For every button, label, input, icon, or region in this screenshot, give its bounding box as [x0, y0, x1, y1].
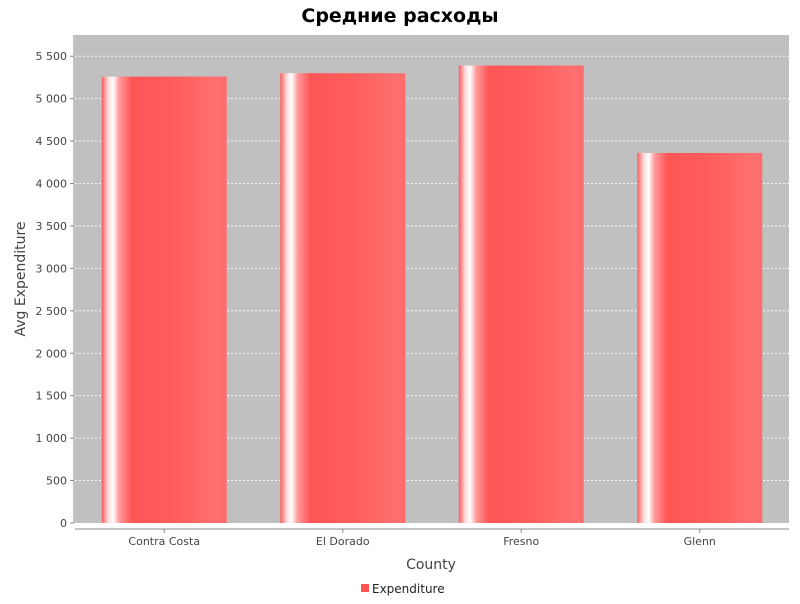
y-tick-label: 5 500	[36, 50, 68, 63]
y-tick-label: 2 500	[36, 305, 68, 318]
legend-label: Expenditure	[372, 582, 445, 596]
y-tick-label: 5 000	[36, 93, 68, 106]
y-tick-label: 0	[60, 517, 67, 530]
y-tick-label: 3 500	[36, 220, 68, 233]
x-tick-label: El Dorado	[316, 535, 370, 548]
x-axis-title: County	[406, 557, 456, 573]
y-tick-label: 1 000	[36, 432, 68, 445]
y-axis-title: Avg Expenditure	[13, 221, 29, 336]
chart-title: Средние расходы	[301, 5, 498, 27]
legend: Expenditure	[361, 582, 445, 596]
x-tick-label: Fresno	[503, 535, 539, 548]
y-tick-label: 4 000	[36, 178, 68, 191]
y-tick-label: 3 000	[36, 262, 68, 275]
y-tick-label: 2 000	[36, 347, 68, 360]
legend-swatch	[361, 584, 369, 592]
x-axis-ticks: Contra Costa El Dorado Fresno Glenn	[128, 529, 716, 548]
y-tick-label: 4 500	[36, 135, 68, 148]
y-tick-label: 1 500	[36, 390, 68, 403]
gridlines	[75, 55, 789, 481]
bar-fresno	[458, 65, 584, 524]
bar-contra-costa	[101, 76, 227, 523]
x-tick-label: Glenn	[684, 535, 716, 548]
y-tick-label: 500	[46, 475, 67, 488]
bars	[101, 65, 763, 524]
bar-el-dorado	[280, 73, 406, 523]
y-axis-ticks: 0 500 1 000 1 500 2 000 2 500 3 000 3 500 4 000 4…	[36, 50, 74, 530]
bar-glenn	[637, 152, 763, 523]
x-tick-label: Contra Costa	[128, 535, 200, 548]
